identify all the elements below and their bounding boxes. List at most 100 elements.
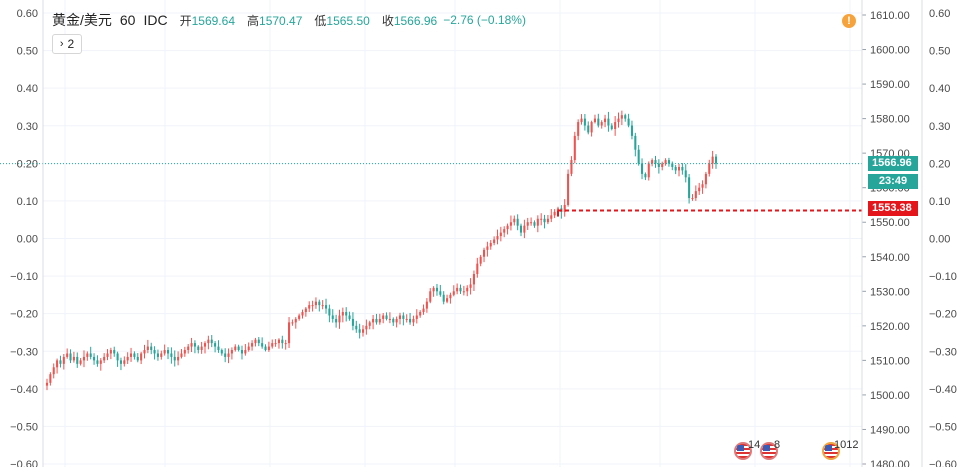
candle-body <box>597 118 600 126</box>
economic-event-2[interactable]: 8 <box>760 439 780 463</box>
far-right-axis-tick: −0.10 <box>929 271 957 283</box>
candle-body <box>513 218 516 223</box>
left-axis-tick: 0.50 <box>17 46 38 58</box>
candle-body <box>425 301 428 309</box>
candle-body <box>197 346 200 351</box>
candle-body <box>674 166 677 171</box>
candle-body <box>119 360 123 364</box>
us-flag-icon <box>760 442 778 460</box>
candle-body <box>348 315 351 319</box>
candle-body <box>304 308 307 313</box>
candle-body <box>708 163 711 174</box>
right-axis-tick: 1600.00 <box>870 45 910 57</box>
candle-body <box>442 294 445 302</box>
far-right-percent-axis: 0.60 0.50 0.40 0.30 0.20 0.10 0.00 −0.10 −0.20 −0… <box>929 8 957 467</box>
candle-body <box>637 149 640 164</box>
candle-body <box>661 163 664 167</box>
alert-exclamation-icon[interactable]: ! <box>842 14 856 28</box>
candle-body <box>257 339 260 344</box>
indicators-toggle-button[interactable]: › 2 <box>52 34 82 54</box>
candle-body <box>375 318 378 323</box>
high-label: 高 <box>247 13 260 28</box>
event-count: 14 <box>748 439 761 451</box>
candle-body <box>281 339 284 344</box>
candle-body <box>439 291 442 295</box>
candle-body <box>318 301 321 306</box>
candle-body <box>153 350 156 354</box>
candle-body <box>446 298 449 302</box>
candle-body <box>240 350 244 354</box>
candle-body <box>405 318 408 320</box>
candle-body <box>49 374 52 383</box>
right-axis-tick: 1610.00 <box>870 10 910 22</box>
candle-body <box>644 173 647 178</box>
candle-body <box>496 236 499 240</box>
candle-body <box>163 350 166 354</box>
candle-body <box>671 163 674 167</box>
candle-body <box>472 274 475 285</box>
candle-body <box>183 350 186 354</box>
candle-body <box>72 356 75 361</box>
candle-body <box>691 198 694 200</box>
candle-body <box>627 118 630 126</box>
right-axis-tick: 1490.00 <box>870 424 910 436</box>
candle-body <box>704 173 707 185</box>
far-right-axis-tick: 0.10 <box>929 196 950 208</box>
candle-body <box>52 367 55 375</box>
symbol-name[interactable]: 黄金/美元 <box>52 12 112 28</box>
candle-body <box>577 122 580 136</box>
candle-body <box>614 122 617 129</box>
candle-body <box>193 343 196 347</box>
candle-body <box>224 353 227 357</box>
candle-body <box>402 315 405 319</box>
far-right-axis-tick: 0.40 <box>929 83 950 95</box>
candle-body <box>452 291 455 295</box>
candle-body <box>489 242 492 247</box>
candle-body <box>456 287 459 292</box>
candle-body <box>96 360 99 364</box>
far-right-axis-tick: −0.60 <box>929 459 957 467</box>
economic-event-1[interactable]: 14 <box>734 439 760 463</box>
far-right-axis-tick: 0.50 <box>929 46 950 58</box>
interval-label[interactable]: 60 <box>119 12 136 28</box>
candle-body <box>677 166 681 171</box>
candle-body <box>133 353 136 357</box>
candle-body <box>365 325 368 330</box>
left-axis-tick: −0.10 <box>10 271 38 283</box>
candle-body <box>56 360 59 368</box>
candle-body <box>207 339 210 344</box>
right-axis-tick: 1500.00 <box>870 390 910 402</box>
candle-body <box>143 350 146 354</box>
candle-body <box>647 163 650 178</box>
candle-body <box>714 156 718 164</box>
candle-body <box>543 218 546 223</box>
candle-body <box>412 318 415 323</box>
far-right-axis-tick: 0.30 <box>929 121 950 133</box>
candle-body <box>123 360 126 364</box>
candle-body <box>469 284 472 288</box>
right-axis-tick: 1480.00 <box>870 459 910 467</box>
candle-body <box>126 356 129 361</box>
candle-body <box>335 318 338 323</box>
candle-body <box>338 315 341 323</box>
right-axis-tick: 1580.00 <box>870 114 910 126</box>
candle-body <box>234 346 237 351</box>
candle-body <box>140 353 143 361</box>
candle-body <box>688 177 691 199</box>
candle-body <box>607 118 610 126</box>
right-axis-tick: 1520.00 <box>870 321 910 333</box>
economic-event-3[interactable]: 1012 <box>822 439 858 463</box>
left-axis-tick: −0.30 <box>10 346 38 358</box>
horizontal-line-tag[interactable]: 1553.38 <box>868 201 918 216</box>
candle-body <box>530 222 533 224</box>
candle-body <box>503 229 506 233</box>
candle-body <box>684 170 687 178</box>
left-axis-tick: 0.00 <box>17 234 38 246</box>
candle-body <box>385 315 388 319</box>
candle-body <box>180 353 183 357</box>
close-value: 1566.96 <box>393 13 438 28</box>
countdown-tag: 23:49 <box>868 174 918 189</box>
candle-body <box>600 122 603 126</box>
right-axis-tick: 1540.00 <box>870 252 910 264</box>
